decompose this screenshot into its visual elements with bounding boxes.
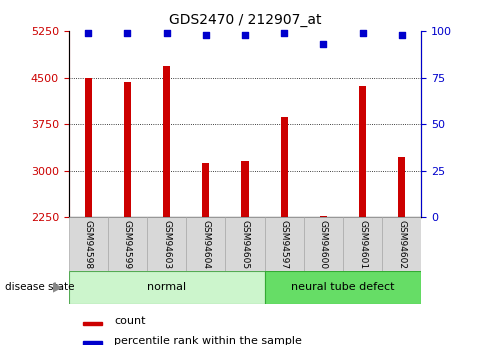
Point — [280, 30, 288, 36]
Text: neural tube defect: neural tube defect — [291, 282, 395, 292]
Point — [163, 30, 171, 36]
Text: GSM94597: GSM94597 — [280, 220, 289, 269]
Point — [241, 32, 249, 38]
Text: normal: normal — [147, 282, 186, 292]
Point — [398, 32, 406, 38]
Text: ▶: ▶ — [53, 281, 63, 294]
Bar — [69, 217, 108, 271]
Bar — [108, 217, 147, 271]
Point — [84, 30, 92, 36]
Bar — [382, 217, 421, 271]
Point — [123, 30, 131, 36]
Text: GSM94598: GSM94598 — [84, 220, 93, 269]
Text: GSM94600: GSM94600 — [319, 220, 328, 269]
Text: percentile rank within the sample: percentile rank within the sample — [115, 336, 302, 345]
Bar — [83, 322, 102, 325]
Text: count: count — [115, 316, 146, 326]
Bar — [242, 161, 248, 217]
Bar — [304, 217, 343, 271]
Point — [359, 30, 367, 36]
Bar — [147, 217, 186, 271]
Text: GSM94602: GSM94602 — [397, 220, 406, 269]
Bar — [281, 117, 288, 217]
Text: GSM94605: GSM94605 — [241, 220, 249, 269]
Bar — [359, 86, 366, 217]
Point — [319, 41, 327, 47]
Bar — [343, 217, 382, 271]
Title: GDS2470 / 212907_at: GDS2470 / 212907_at — [169, 13, 321, 27]
Point — [202, 32, 210, 38]
Bar — [225, 217, 265, 271]
Bar — [398, 157, 405, 217]
Bar — [124, 82, 131, 217]
Bar — [186, 217, 225, 271]
Bar — [85, 78, 92, 217]
Bar — [202, 163, 209, 217]
Bar — [265, 217, 304, 271]
Bar — [265, 271, 421, 304]
Text: GSM94599: GSM94599 — [123, 220, 132, 269]
Bar — [320, 216, 327, 217]
Text: disease state: disease state — [5, 282, 74, 292]
Bar — [69, 271, 265, 304]
Text: GSM94601: GSM94601 — [358, 220, 367, 269]
Bar — [83, 341, 102, 345]
Text: GSM94604: GSM94604 — [201, 220, 210, 269]
Bar — [163, 67, 170, 217]
Text: GSM94603: GSM94603 — [162, 220, 171, 269]
